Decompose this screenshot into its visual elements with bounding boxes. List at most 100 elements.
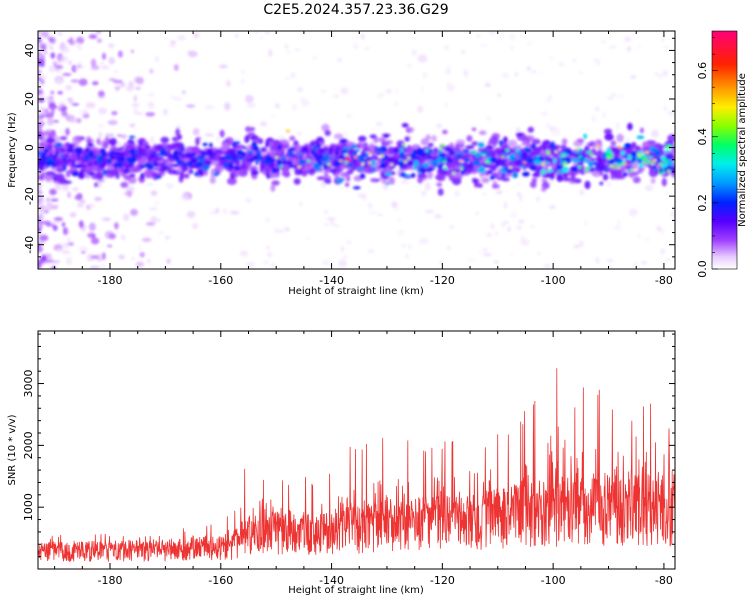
spectrogram-cell [240,79,245,84]
spectrogram-cell [540,169,547,175]
spectrogram-cell [394,100,399,107]
spectrogram-cell [72,135,82,144]
spectrogram-cell [118,156,126,162]
spectrogram-cell [339,159,343,163]
snr-ticks: -180 -160 -140 -120 -100 -80 1000 2000 3000 [22,331,675,587]
spectrogram-cell [563,163,567,166]
spectrogram-cell [44,209,49,214]
spectrogram-cell [407,63,412,68]
spectrogram-cell [292,157,297,166]
spectrogram-cell [109,137,117,146]
spectrogram-cell [602,173,609,181]
spectrogram-cell [138,138,146,143]
spectrogram-cell [424,209,435,214]
spectrogram-cell [264,164,269,172]
spectrogram-cell [148,207,158,211]
spectrogram-cell [613,149,620,156]
spectrogram-cell [627,154,633,160]
spectrogram-cell [530,70,537,74]
spectrogram-cell [586,166,591,170]
spectrogram-cell [123,163,132,170]
spectrogram-cell [520,238,530,246]
spectrogram-cell [637,157,643,164]
spectrogram-cell [77,150,83,155]
spectrogram-cell [570,157,576,161]
spectrogram-cell [154,200,160,205]
spectrogram-cell [233,137,241,141]
spectrogram-cell [123,167,131,174]
spectrogram-cell [60,46,70,54]
spectrogram-cell [329,221,335,226]
spectrogram-cell [190,152,196,157]
spectrogram-cell [126,156,133,163]
spectrogram-cell [244,94,254,104]
spectrogram-cell [272,139,281,147]
spectrogram-cell [110,151,117,155]
spectrogram-cell [116,161,124,168]
spectrogram-cell [482,192,487,196]
spectrogram-cell [226,177,237,185]
spectrogram-cell [475,152,480,159]
spectrogram-cell [292,105,296,111]
spectrogram-cell [213,172,219,177]
spectrogram-cell [628,208,638,217]
spectrogram-cell [663,45,669,50]
x-tick-label: -180 [98,274,123,287]
spectrogram-cell [502,177,510,182]
spectrogram-cell [98,163,106,169]
spectrogram-cell [342,255,348,259]
spectrogram-cell [196,161,203,168]
spectrogram-cell [56,248,65,253]
spectrogram-cell [49,103,56,106]
spectrogram-cell [627,122,633,131]
spectrogram-cell [77,65,85,69]
spectrogram-cell [236,144,246,150]
spectrogram-cell [631,161,636,165]
spectrogram-cell [123,174,131,181]
spectrogram-cell [556,173,564,182]
spectrogram-cell [314,167,323,171]
spectrogram-cell [344,161,348,164]
spectrogram-cell [543,156,548,160]
spectrogram-cell [77,172,86,180]
spectrogram-cell [584,180,591,190]
spectrogram-cell [484,152,492,156]
spectrogram-cell [453,173,464,178]
spectrogram-cell [38,261,46,265]
spectrogram-cell [53,262,60,266]
spectrogram-cell [648,153,656,157]
spectrogram-cell [75,42,82,49]
spectrogram-cell [516,225,522,231]
spectrogram-cell [62,157,66,162]
spectrogram-cell [379,163,387,169]
spectrogram-cell [286,129,290,133]
spectrogram-cell [436,172,446,182]
spectrogram-cell [543,145,546,151]
spectrogram-cell [143,169,152,178]
spectrogram-cell [205,150,211,157]
spectrogram-cell [319,159,327,163]
spectrogram-cell [616,158,623,163]
spectrogram-cell [516,152,522,156]
spectrogram-cell [340,87,349,95]
spectrogram-cell [420,152,427,158]
spectrogram-cell [514,72,518,77]
spectrogram-cell [97,158,103,161]
spectrogram-cell [106,164,114,171]
spectrogram-cell [612,166,617,169]
spectrogram-cell [500,156,505,159]
spectrogram-cell [344,153,348,156]
spectrogram-cell [603,128,613,135]
spectrogram-cell [97,123,105,129]
spectrogram-cell [271,180,280,186]
spectrogram-cell [471,177,478,183]
spectrogram-cell [558,62,565,67]
spectrogram-cell [596,155,602,163]
spectrogram-cell [241,68,245,75]
spectrogram-cell [173,142,184,146]
spectrogram-cell [181,167,186,173]
spectrogram-cell [541,178,548,183]
spectrogram-cell [269,114,276,117]
spectrogram-cell [107,244,113,248]
spectrogram-cell [516,127,521,133]
